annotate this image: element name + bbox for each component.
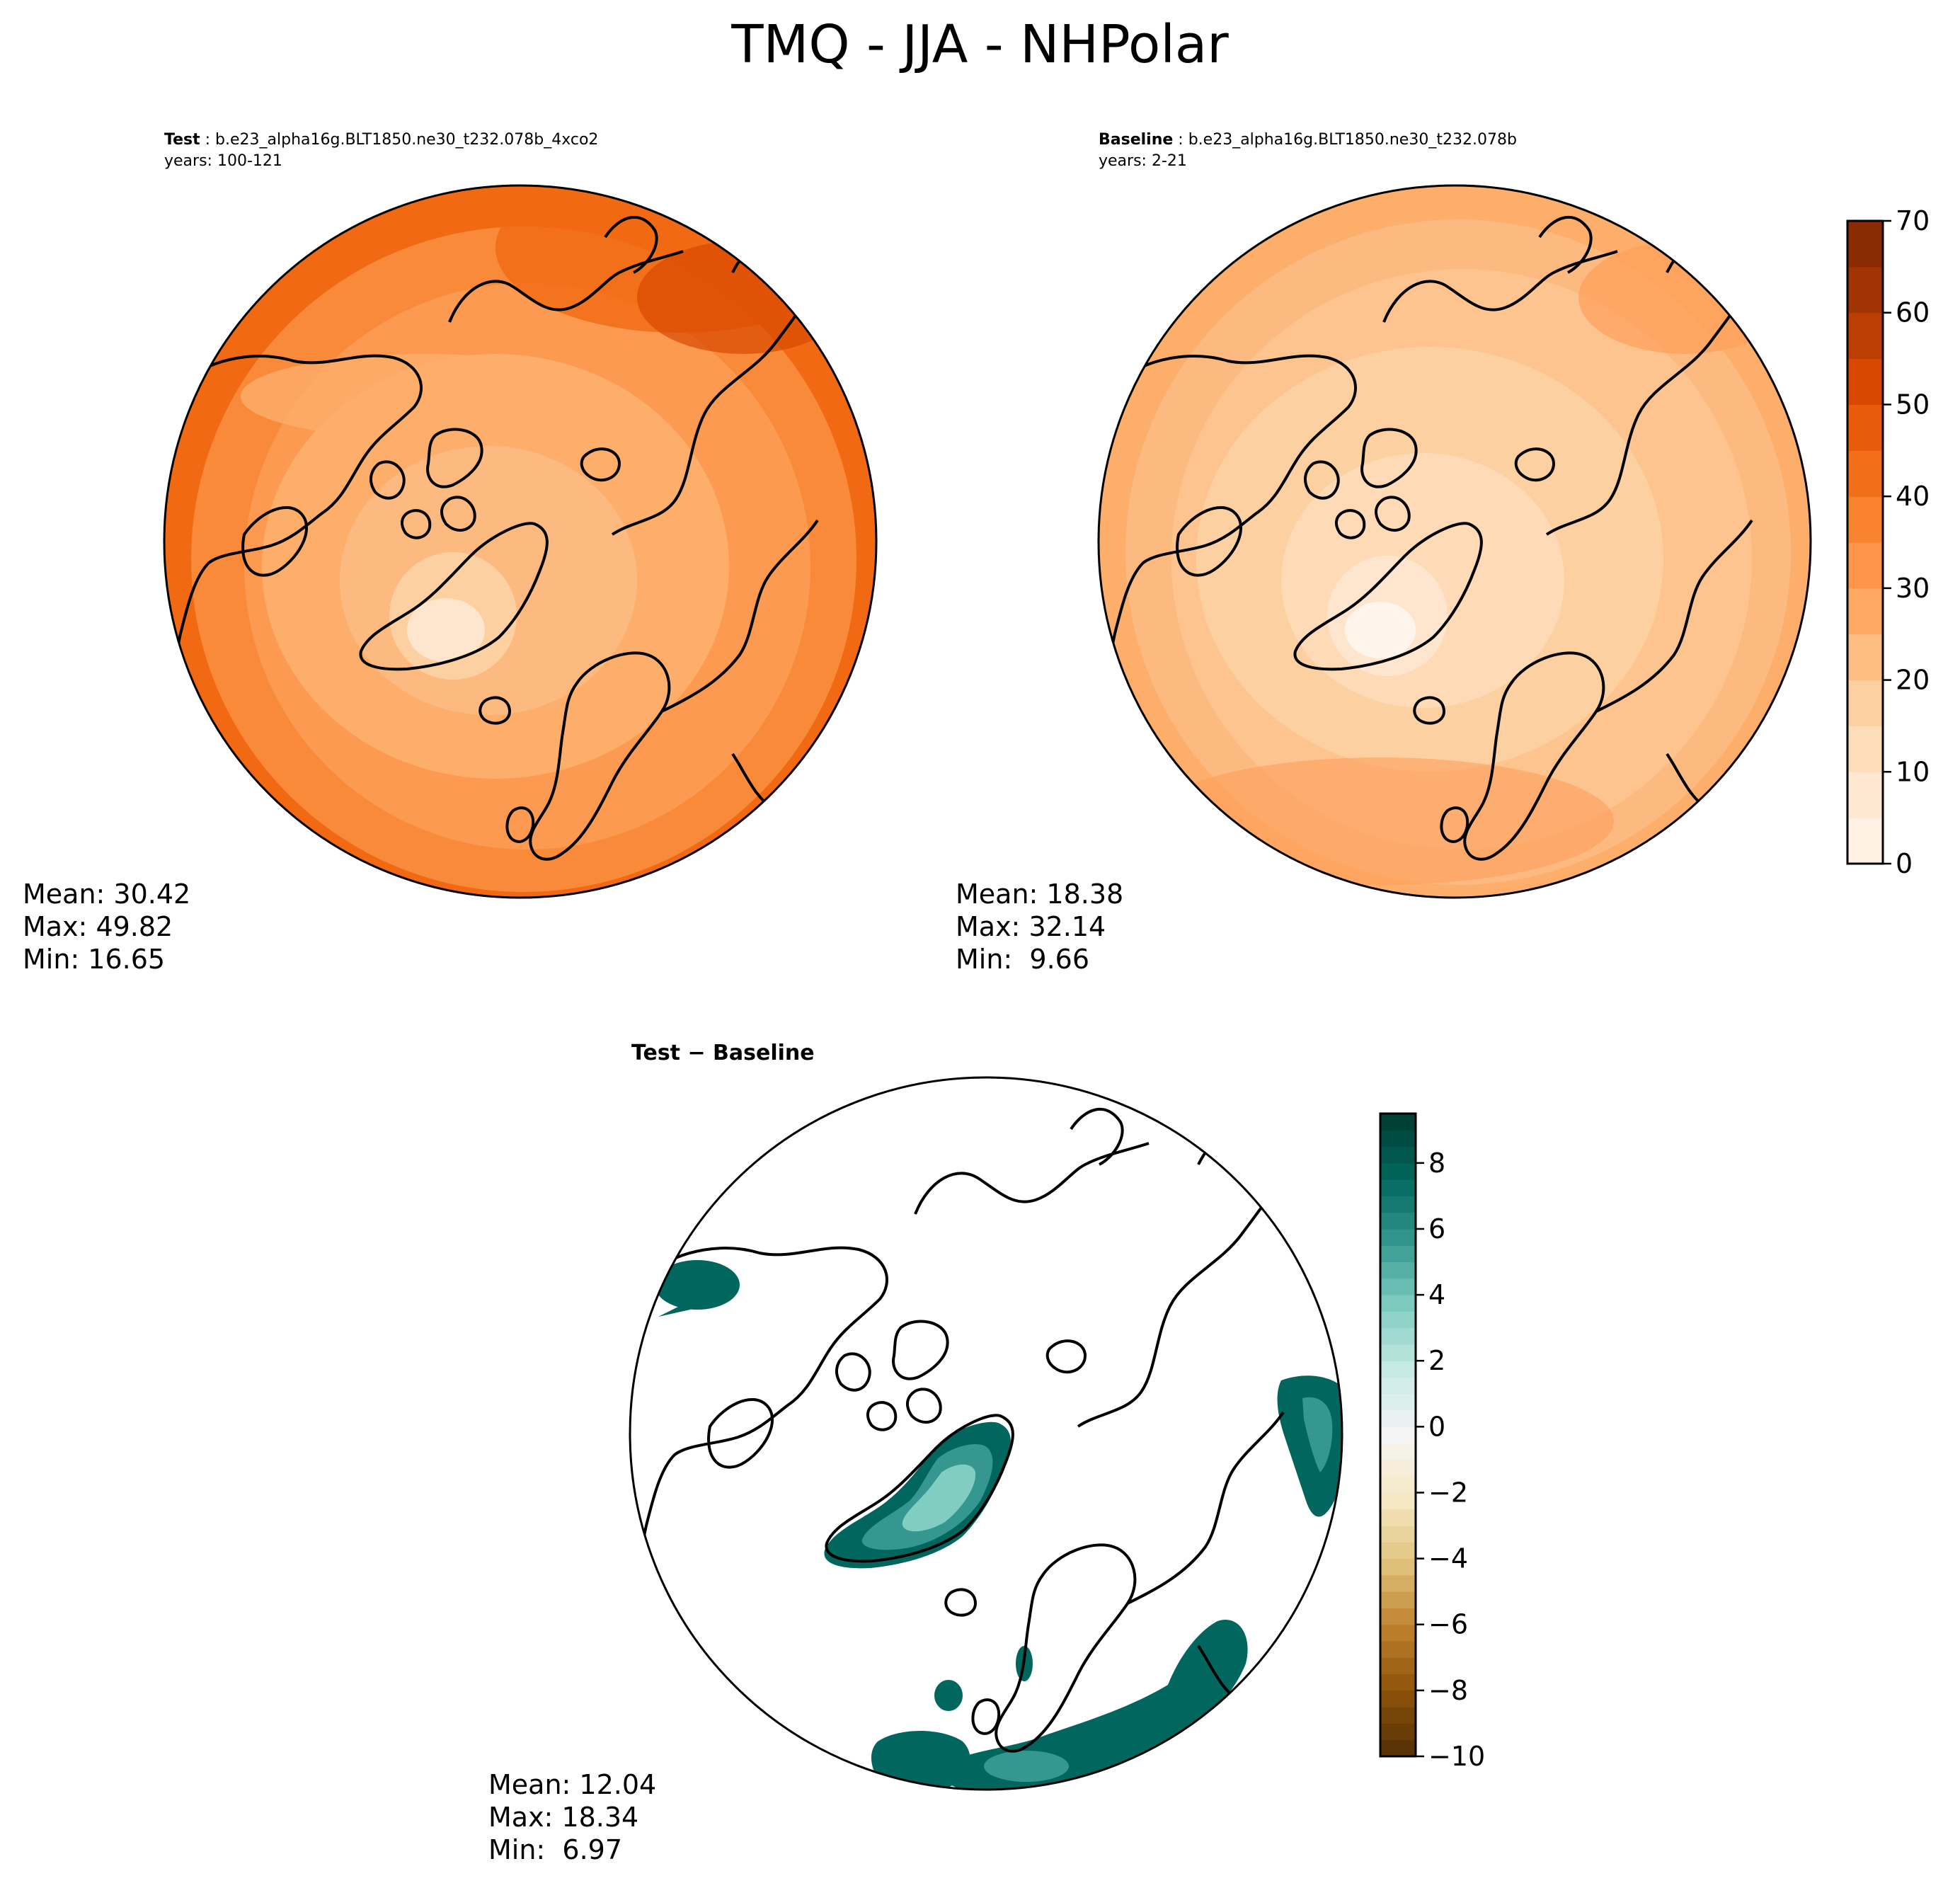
colorbar-band bbox=[1380, 1196, 1416, 1213]
colorbar-band bbox=[1380, 1130, 1416, 1148]
diff-min: Min: 6.97 bbox=[488, 1834, 622, 1865]
colorbar-band bbox=[1380, 1344, 1416, 1361]
colorbar-band bbox=[1380, 1278, 1416, 1295]
colorbar-band bbox=[1380, 1591, 1416, 1608]
colorbar-band bbox=[1380, 1509, 1416, 1526]
diff-mean: Mean: 12.04 bbox=[488, 1769, 657, 1800]
test-min: Min: 16.65 bbox=[23, 944, 166, 975]
baseline-min: Min: 9.66 bbox=[956, 944, 1089, 975]
colorbar-band bbox=[1380, 1476, 1416, 1493]
baseline-map bbox=[1097, 184, 1812, 899]
colorbar-band bbox=[1847, 496, 1883, 543]
colorbar-tick-label: 8 bbox=[1428, 1148, 1445, 1179]
colorbar-tick-label: −10 bbox=[1428, 1741, 1485, 1772]
colorbar-band bbox=[1380, 1393, 1416, 1411]
colorbar-band bbox=[1380, 1739, 1416, 1757]
colorbar-tick-label: −2 bbox=[1428, 1477, 1468, 1508]
colorbar-band bbox=[1380, 1558, 1416, 1576]
colorbar-band bbox=[1380, 1245, 1416, 1263]
colorbar-tick-label: 60 bbox=[1896, 297, 1930, 328]
colorbar-tick-label: 10 bbox=[1896, 756, 1930, 787]
figure-title: TMQ - JJA - NHPolar bbox=[731, 14, 1229, 75]
test-case: b.e23_alpha16g.BLT1850.ne30_t232.078b_4x… bbox=[215, 131, 599, 149]
colorbar-tick-label: 0 bbox=[1896, 848, 1913, 879]
colorbar-tmq: 0 10 20 30 40 50 60 70 bbox=[1846, 205, 1930, 879]
colorbar-band bbox=[1380, 1526, 1416, 1543]
diff-map bbox=[629, 1076, 1343, 1791]
colorbar-diff: −10 −8 −6 −4 −2 0 2 4 6 8 bbox=[1379, 1112, 1485, 1772]
colorbar-band bbox=[1380, 1426, 1416, 1444]
colorbar-band bbox=[1847, 588, 1883, 635]
colorbar-tick-label: 4 bbox=[1428, 1279, 1445, 1310]
colorbar-tick-label: −6 bbox=[1428, 1609, 1468, 1640]
colorbar-band bbox=[1847, 542, 1883, 589]
colorbar-tick-label: 70 bbox=[1896, 205, 1930, 236]
colorbar-band bbox=[1847, 450, 1883, 497]
colorbar-tick-label: −4 bbox=[1428, 1543, 1468, 1574]
colorbar-band bbox=[1380, 1162, 1416, 1180]
colorbar-frame bbox=[1379, 1112, 1417, 1758]
baseline-panel-title: Baseline : b.e23_alpha16g.BLT1850.ne30_t… bbox=[1099, 131, 1517, 149]
diff-panel-title: Test − Baseline bbox=[631, 1041, 815, 1065]
colorbar-band bbox=[1380, 1295, 1416, 1312]
colorbar-band bbox=[1847, 404, 1883, 451]
colorbar-band bbox=[1380, 1723, 1416, 1741]
baseline-label: Baseline bbox=[1099, 131, 1174, 149]
test-panel-title: Test : b.e23_alpha16g.BLT1850.ne30_t232.… bbox=[164, 131, 599, 149]
baseline-case: b.e23_alpha16g.BLT1850.ne30_t232.078b bbox=[1188, 131, 1517, 149]
baseline-max: Max: 32.14 bbox=[956, 911, 1106, 942]
colorbar-band bbox=[1380, 1443, 1416, 1460]
colorbar-band bbox=[1380, 1410, 1416, 1427]
colorbar-band bbox=[1380, 1212, 1416, 1230]
colorbar-band bbox=[1847, 818, 1883, 864]
colorbar-band bbox=[1380, 1228, 1416, 1246]
colorbar-band bbox=[1847, 726, 1883, 772]
baseline-mean: Mean: 18.38 bbox=[956, 879, 1124, 910]
baseline-years: years: 2-21 bbox=[1099, 152, 1187, 170]
colorbar-band bbox=[1380, 1574, 1416, 1592]
colorbar-band bbox=[1847, 772, 1883, 818]
colorbar-band bbox=[1380, 1377, 1416, 1395]
test-max: Max: 49.82 bbox=[23, 911, 173, 942]
colorbar-tick-label: 20 bbox=[1896, 665, 1930, 696]
colorbar-band bbox=[1380, 1641, 1416, 1658]
diff-max: Max: 18.34 bbox=[488, 1802, 639, 1833]
colorbar-frame bbox=[1846, 219, 1884, 865]
colorbar-band bbox=[1380, 1624, 1416, 1642]
test-mean: Mean: 30.42 bbox=[23, 879, 191, 910]
colorbar-band bbox=[1380, 1114, 1416, 1131]
colorbar-band bbox=[1380, 1459, 1416, 1477]
colorbar-band bbox=[1380, 1608, 1416, 1625]
colorbar-tick-label: −8 bbox=[1428, 1675, 1468, 1706]
colorbar-band bbox=[1847, 266, 1883, 314]
colorbar-tick-label: 30 bbox=[1896, 573, 1930, 604]
test-years: years: 100-121 bbox=[164, 152, 282, 170]
colorbar-band bbox=[1380, 1311, 1416, 1329]
colorbar-band bbox=[1847, 312, 1883, 360]
colorbar-band bbox=[1380, 1327, 1416, 1345]
colorbar-band bbox=[1380, 1657, 1416, 1675]
colorbar-tick-label: 0 bbox=[1428, 1411, 1445, 1442]
colorbar-tick-label: 50 bbox=[1896, 389, 1930, 420]
colorbar-tick-label: 2 bbox=[1428, 1345, 1445, 1376]
colorbar-band bbox=[1847, 221, 1883, 268]
colorbar-band bbox=[1380, 1542, 1416, 1560]
colorbar-band bbox=[1380, 1674, 1416, 1691]
colorbar-band bbox=[1380, 1146, 1416, 1164]
colorbar-band bbox=[1380, 1361, 1416, 1378]
colorbar-band bbox=[1847, 680, 1883, 726]
colorbar-band bbox=[1380, 1179, 1416, 1196]
colorbar-band bbox=[1380, 1492, 1416, 1510]
colorbar-tick-label: 6 bbox=[1428, 1213, 1445, 1245]
test-map bbox=[163, 184, 878, 899]
colorbar-band bbox=[1847, 358, 1883, 405]
test-label: Test bbox=[164, 131, 200, 149]
colorbar-band bbox=[1847, 634, 1883, 681]
colorbar-band bbox=[1380, 1707, 1416, 1724]
colorbar-band bbox=[1380, 1261, 1416, 1279]
colorbar-band bbox=[1380, 1690, 1416, 1707]
colorbar-tick-label: 40 bbox=[1896, 481, 1930, 512]
